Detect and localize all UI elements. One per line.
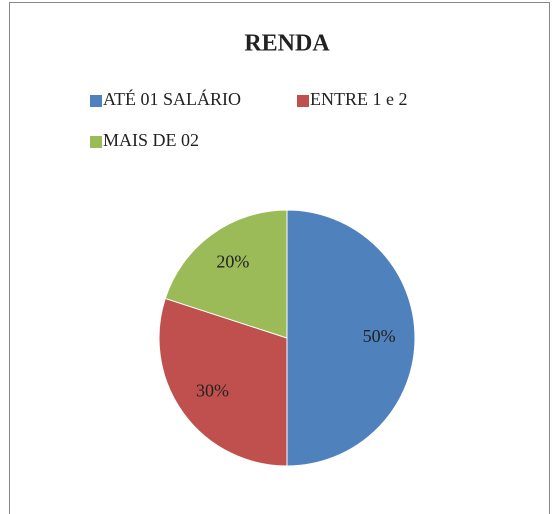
pie-slice xyxy=(158,297,288,467)
legend-swatch xyxy=(90,95,102,107)
legend-swatch xyxy=(297,95,309,107)
data-label: 30% xyxy=(196,380,229,400)
legend-swatch xyxy=(90,136,102,148)
pie-slice xyxy=(164,209,288,339)
legend-label: ATÉ 01 SALÁRIO xyxy=(103,88,241,109)
pie-slice xyxy=(286,209,416,467)
legend-label: MAIS DE 02 xyxy=(103,130,199,150)
data-label: 20% xyxy=(216,252,249,272)
chart-title: RENDA xyxy=(244,31,330,57)
data-label: 50% xyxy=(363,326,396,346)
legend-label: ENTRE 1 e 2 xyxy=(310,89,407,109)
